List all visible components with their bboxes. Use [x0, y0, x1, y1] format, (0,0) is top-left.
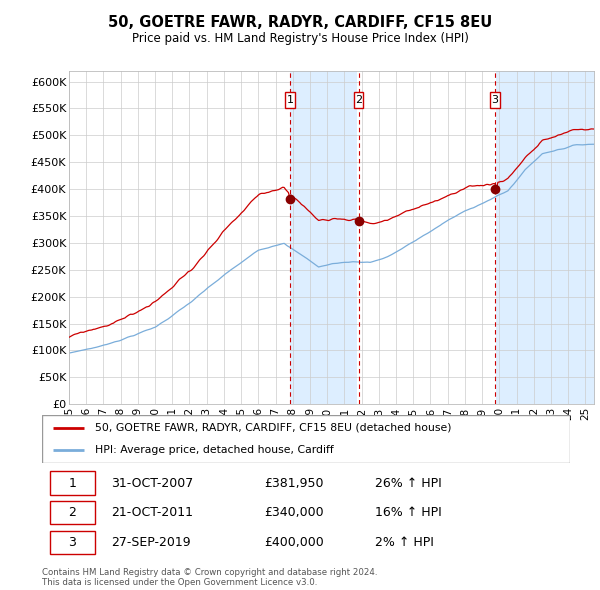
Text: 16% ↑ HPI: 16% ↑ HPI	[374, 506, 442, 519]
Text: HPI: Average price, detached house, Cardiff: HPI: Average price, detached house, Card…	[95, 445, 334, 455]
Text: Contains HM Land Registry data © Crown copyright and database right 2024.
This d: Contains HM Land Registry data © Crown c…	[42, 568, 377, 587]
FancyBboxPatch shape	[50, 471, 95, 495]
Text: 21-OCT-2011: 21-OCT-2011	[110, 506, 193, 519]
Text: 50, GOETRE FAWR, RADYR, CARDIFF, CF15 8EU (detached house): 50, GOETRE FAWR, RADYR, CARDIFF, CF15 8E…	[95, 423, 451, 433]
Text: £381,950: £381,950	[264, 477, 323, 490]
Text: 3: 3	[491, 96, 499, 106]
FancyBboxPatch shape	[354, 92, 364, 109]
Text: £400,000: £400,000	[264, 536, 323, 549]
Text: 27-SEP-2019: 27-SEP-2019	[110, 536, 190, 549]
FancyBboxPatch shape	[490, 92, 500, 109]
Text: 1: 1	[286, 96, 293, 106]
Text: 1: 1	[68, 477, 76, 490]
FancyBboxPatch shape	[50, 501, 95, 525]
Text: Price paid vs. HM Land Registry's House Price Index (HPI): Price paid vs. HM Land Registry's House …	[131, 32, 469, 45]
Text: 31-OCT-2007: 31-OCT-2007	[110, 477, 193, 490]
Text: 26% ↑ HPI: 26% ↑ HPI	[374, 477, 442, 490]
Text: 50, GOETRE FAWR, RADYR, CARDIFF, CF15 8EU: 50, GOETRE FAWR, RADYR, CARDIFF, CF15 8E…	[108, 15, 492, 30]
Text: 2: 2	[355, 96, 362, 106]
FancyBboxPatch shape	[285, 92, 295, 109]
FancyBboxPatch shape	[50, 530, 95, 554]
Text: 2% ↑ HPI: 2% ↑ HPI	[374, 536, 434, 549]
Text: 2: 2	[68, 506, 76, 519]
Text: £340,000: £340,000	[264, 506, 323, 519]
Text: 3: 3	[68, 536, 76, 549]
